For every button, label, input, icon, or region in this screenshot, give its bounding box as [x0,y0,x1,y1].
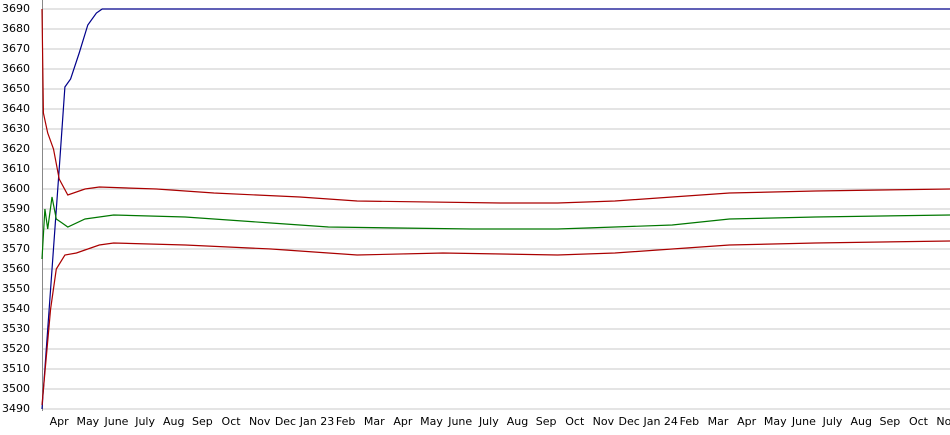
series-line [41,240,950,406]
x-tick-label: June [103,415,128,428]
x-tick-label: June [447,415,472,428]
y-tick-label: 3510 [2,362,30,375]
x-tick-label: Jan 23 [299,415,334,428]
x-tick-label: Dec [275,415,296,428]
x-tick-label: July [478,415,499,428]
x-tick-label: Mar [708,415,729,428]
x-tick-label: Feb [680,415,699,428]
y-tick-label: 3600 [2,182,30,195]
x-tick-label: Apr [50,415,70,428]
x-tick-label: Nov [249,415,271,428]
series-line [41,196,950,260]
x-tick-label: Apr [737,415,757,428]
series-line [41,8,950,204]
x-tick-label: Mar [364,415,385,428]
x-tick-label: May [76,415,99,428]
x-tick-label: Apr [393,415,413,428]
x-tick-label: Oct [565,415,585,428]
x-tick-label: July [822,415,843,428]
y-tick-label: 3670 [2,42,30,55]
y-tick-label: 3530 [2,322,30,335]
x-tick-label: May [420,415,443,428]
x-tick-label: Nov [593,415,615,428]
x-tick-label: Aug [163,415,184,428]
y-tick-label: 3650 [2,82,30,95]
y-tick-label: 3690 [2,2,30,15]
y-tick-label: 3640 [2,102,30,115]
x-tick-label: Dec [619,415,640,428]
y-tick-label: 3590 [2,202,30,215]
x-tick-label: Sep [536,415,557,428]
y-tick-label: 3660 [2,62,30,75]
x-tick-label: Sep [192,415,213,428]
x-tick-label: June [791,415,816,428]
y-tick-label: 3490 [2,402,30,415]
y-tick-label: 3680 [2,22,30,35]
x-tick-label: Feb [336,415,355,428]
y-tick-label: 3540 [2,302,30,315]
x-tick-label: Jan 24 [642,415,677,428]
y-tick-label: 3630 [2,122,30,135]
y-tick-label: 3520 [2,342,30,355]
x-tick-label: July [134,415,155,428]
y-tick-label: 3570 [2,242,30,255]
y-tick-label: 3610 [2,162,30,175]
y-tick-label: 3620 [2,142,30,155]
x-tick-label: Aug [507,415,528,428]
x-tick-label: Nov [936,415,950,428]
series-line [41,8,950,410]
x-tick-label: Aug [850,415,871,428]
x-tick-label: Oct [222,415,242,428]
y-tick-label: 3550 [2,282,30,295]
y-tick-label: 3580 [2,222,30,235]
x-tick-label: May [764,415,787,428]
y-tick-label: 3500 [2,382,30,395]
x-tick-label: Oct [909,415,929,428]
x-tick-label: Sep [879,415,900,428]
y-tick-label: 3560 [2,262,30,275]
